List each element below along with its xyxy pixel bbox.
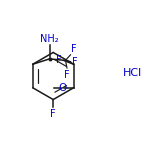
Text: O: O <box>59 83 67 93</box>
Text: HCl: HCl <box>123 68 142 78</box>
Text: F: F <box>50 109 55 119</box>
Text: F: F <box>72 57 78 67</box>
Text: F: F <box>71 44 77 54</box>
Text: F: F <box>64 70 70 80</box>
Text: F: F <box>56 55 62 65</box>
Text: NH₂: NH₂ <box>40 35 59 44</box>
